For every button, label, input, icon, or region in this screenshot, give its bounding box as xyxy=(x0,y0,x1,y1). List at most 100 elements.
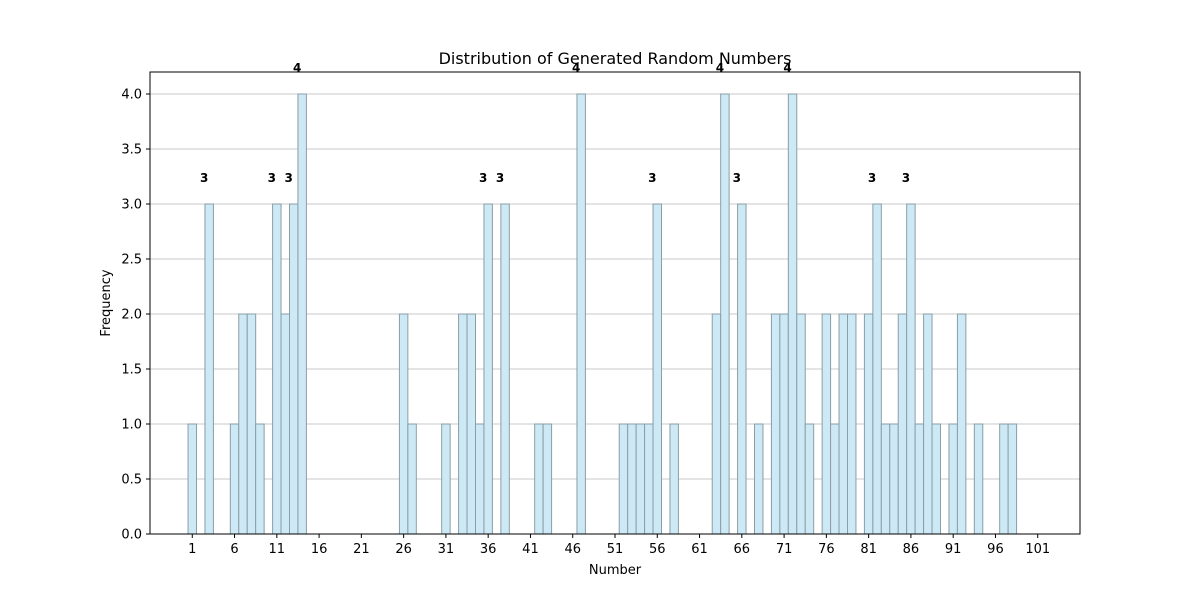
bar xyxy=(830,423,840,535)
bar-value-label: 4 xyxy=(716,61,724,75)
x-tick-label: 36 xyxy=(480,542,497,557)
x-tick-label: 1 xyxy=(188,542,196,557)
bar xyxy=(246,313,257,535)
bar xyxy=(889,423,899,535)
x-axis: 1 6 11 16 21 26 31 36 41 46 51 56 61 66 71 76 81 86 91 96 10… xyxy=(188,534,1050,557)
x-tick-label: 11 xyxy=(269,542,286,557)
bar xyxy=(500,203,510,535)
bar xyxy=(441,423,451,535)
x-tick-label: 56 xyxy=(649,542,666,557)
bar xyxy=(770,313,781,535)
x-tick-label: 96 xyxy=(987,542,1004,557)
y-axis: 0.0 0.5 1.0 1.5 2.0 2.5 3.0 3.5 4.0 xyxy=(121,88,150,543)
bar xyxy=(475,423,485,535)
bar xyxy=(576,93,586,535)
bar xyxy=(627,423,637,535)
bar-value-label: 3 xyxy=(496,171,504,185)
bar xyxy=(483,203,493,535)
bar xyxy=(838,313,849,535)
bar xyxy=(880,423,891,535)
bar-value-label: 3 xyxy=(868,171,876,185)
bar xyxy=(796,313,806,535)
bar xyxy=(238,313,248,535)
bar xyxy=(847,313,857,535)
bar xyxy=(466,313,476,535)
bar xyxy=(956,313,967,535)
bar xyxy=(204,203,214,535)
bar-value-label: 3 xyxy=(285,171,293,185)
x-tick-label: 61 xyxy=(691,542,708,557)
x-tick-label: 46 xyxy=(564,542,581,557)
bar-value-label: 4 xyxy=(293,61,301,75)
bar xyxy=(187,423,198,535)
y-tick-label: 4.0 xyxy=(121,88,142,103)
x-tick-label: 16 xyxy=(311,542,328,557)
x-tick-label: 71 xyxy=(776,542,793,557)
bar xyxy=(863,313,874,535)
y-tick-label: 3.0 xyxy=(121,198,142,213)
bar xyxy=(635,423,646,535)
bar xyxy=(272,203,282,535)
x-tick-label: 76 xyxy=(818,542,835,557)
x-tick-label: 21 xyxy=(353,542,370,557)
bar-value-label: 3 xyxy=(479,171,487,185)
x-tick-label: 91 xyxy=(945,542,962,557)
x-tick-label: 26 xyxy=(395,542,412,557)
bar xyxy=(973,423,984,535)
bar xyxy=(999,423,1009,535)
x-tick-label: 86 xyxy=(903,542,920,557)
x-tick-label: 101 xyxy=(1025,542,1050,557)
chart-title: Distribution of Generated Random Numbers xyxy=(439,49,792,68)
bar-value-label: 3 xyxy=(902,171,910,185)
bar xyxy=(280,313,290,535)
x-tick-label: 81 xyxy=(860,542,877,557)
y-tick-label: 0.0 xyxy=(121,528,142,543)
bar xyxy=(652,203,663,535)
bar xyxy=(297,93,307,535)
y-tick-label: 2.5 xyxy=(121,253,142,268)
x-tick-label: 66 xyxy=(734,542,751,557)
x-tick-label: 51 xyxy=(607,542,624,557)
bar xyxy=(931,423,942,535)
bar xyxy=(669,423,679,535)
y-tick-label: 1.0 xyxy=(121,418,142,433)
bar xyxy=(534,423,544,535)
bar xyxy=(407,423,417,535)
bar xyxy=(787,93,798,535)
bar xyxy=(914,423,925,535)
x-tick-label: 31 xyxy=(438,542,455,557)
bar xyxy=(872,203,882,535)
bar xyxy=(644,423,654,535)
bar xyxy=(289,203,299,535)
bar xyxy=(923,313,933,535)
bar xyxy=(779,313,789,535)
bar xyxy=(542,423,553,535)
y-axis-label: Frequency xyxy=(99,269,114,336)
y-tick-label: 2.0 xyxy=(121,308,142,323)
bar xyxy=(720,93,730,535)
bar xyxy=(398,313,409,535)
bar xyxy=(458,313,468,535)
y-tick-label: 3.5 xyxy=(121,143,142,158)
bar xyxy=(821,313,832,535)
bar-value-label: 4 xyxy=(783,61,791,75)
bar xyxy=(948,423,958,535)
bar xyxy=(754,423,764,535)
bars xyxy=(187,93,1018,535)
bar xyxy=(618,423,629,535)
bar xyxy=(906,203,916,535)
bar xyxy=(1007,423,1018,535)
bar xyxy=(737,203,747,535)
bar xyxy=(804,423,815,535)
x-tick-label: 41 xyxy=(522,542,539,557)
bar xyxy=(711,313,722,535)
bar-value-label: 3 xyxy=(648,171,656,185)
bar-value-label: 3 xyxy=(268,171,276,185)
y-tick-label: 1.5 xyxy=(121,363,142,378)
bar-value-label: 3 xyxy=(200,171,208,185)
y-tick-label: 0.5 xyxy=(121,473,142,488)
bar-value-label: 4 xyxy=(572,61,580,75)
bar xyxy=(255,423,265,535)
